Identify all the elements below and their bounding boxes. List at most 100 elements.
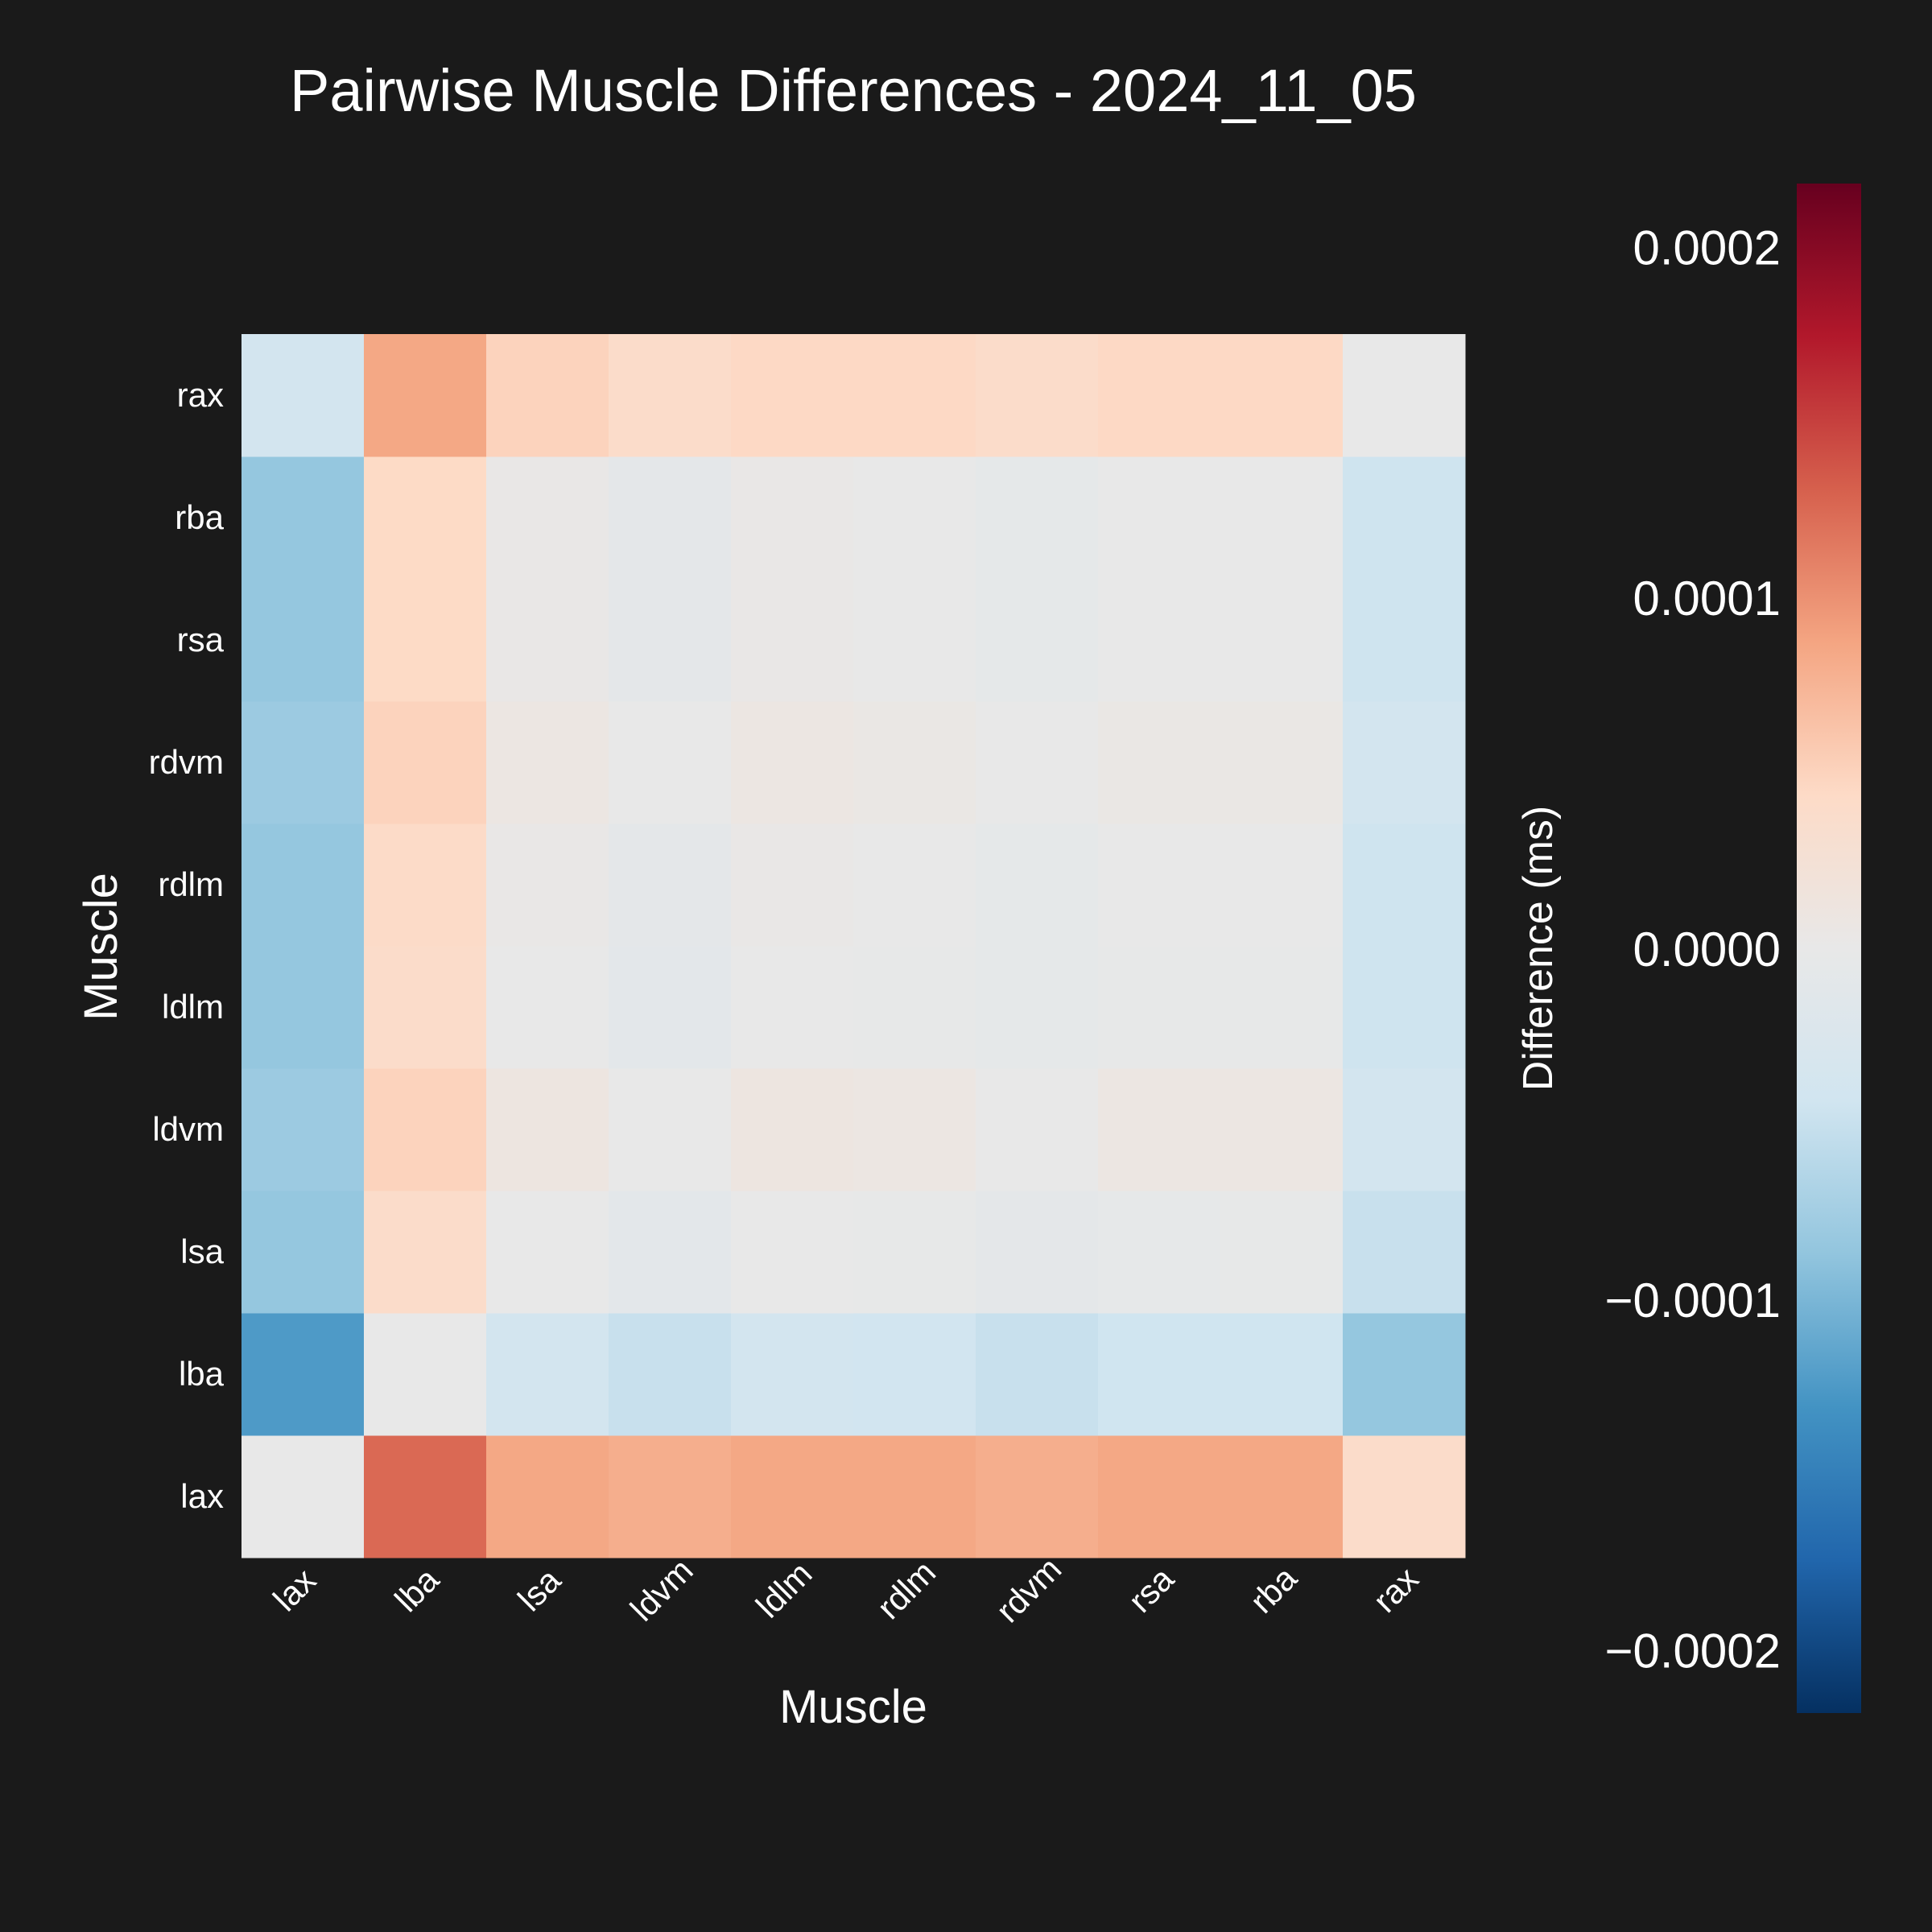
- y-axis-label: Muscle: [75, 873, 127, 1021]
- heatmap-cell-lsa-rba: [1220, 1191, 1344, 1314]
- heatmap-cell-lsa-ldlm: [731, 1191, 854, 1314]
- x-axis-label: Muscle: [779, 1681, 927, 1733]
- x-tick-label-rdvm: rdvm: [989, 1550, 1068, 1629]
- heatmap-cell-lax-ldvm: [609, 1435, 732, 1558]
- heatmap-cell-lax-rdvm: [976, 1435, 1099, 1558]
- heatmap-cell-rdlm-lax: [242, 824, 365, 947]
- heatmap-cell-rdvm-rdvm: [976, 701, 1099, 824]
- y-tick-label-lba: lba: [179, 1355, 225, 1393]
- x-tick-label-rsa: rsa: [1121, 1559, 1181, 1620]
- heatmap-cells: [242, 334, 1466, 1558]
- heatmap-cell-rax-ldvm: [609, 334, 732, 457]
- heatmap-cell-rdlm-lba: [364, 824, 487, 947]
- heatmap-cell-rba-lba: [364, 456, 487, 580]
- heatmap-cell-lax-rsa: [1098, 1435, 1221, 1558]
- colorbar-tick-label: −0.0001: [1604, 1274, 1781, 1327]
- heatmap-cell-rax-rsa: [1098, 334, 1221, 457]
- x-tick-label-ldlm: ldlm: [749, 1554, 819, 1625]
- heatmap-cell-lba-lba: [364, 1313, 487, 1436]
- heatmap-cell-ldlm-lba: [364, 946, 487, 1069]
- heatmap-cell-rba-lsa: [486, 456, 609, 580]
- colorbar-tick-label: 0.0001: [1633, 572, 1781, 625]
- heatmap-cell-lba-rax: [1343, 1313, 1466, 1436]
- heatmap-cell-ldlm-rsa: [1098, 946, 1221, 1069]
- x-tick-label-rdlm: rdlm: [869, 1553, 943, 1626]
- heatmap-cell-lsa-lax: [242, 1191, 365, 1314]
- heatmap-cell-rax-rba: [1220, 334, 1344, 457]
- heatmap-cell-rdvm-ldvm: [609, 701, 732, 824]
- x-tick-label-rba: rba: [1243, 1558, 1305, 1620]
- heatmap-cell-lsa-rax: [1343, 1191, 1466, 1314]
- colorbar: [1797, 184, 1861, 1713]
- heatmap-cell-lba-rba: [1220, 1313, 1344, 1436]
- heatmap-cell-rba-rdvm: [976, 456, 1099, 580]
- heatmap-cell-lax-rdlm: [853, 1435, 976, 1558]
- heatmap-cell-rba-rax: [1343, 456, 1466, 580]
- heatmap-cell-ldvm-rax: [1343, 1068, 1466, 1191]
- heatmap-cell-ldvm-ldvm: [609, 1068, 732, 1191]
- heatmap-cell-rdlm-rba: [1220, 824, 1344, 947]
- heatmap-cell-lax-ldlm: [731, 1435, 854, 1558]
- heatmap-cell-lba-rdlm: [853, 1313, 976, 1436]
- heatmap-cell-ldvm-rdlm: [853, 1068, 976, 1191]
- heatmap-cell-rdlm-rdlm: [853, 824, 976, 947]
- heatmap-cell-rdvm-rdlm: [853, 701, 976, 824]
- heatmap-cell-rdvm-rsa: [1098, 701, 1221, 824]
- heatmap-cell-rsa-lsa: [486, 579, 609, 702]
- heatmap-cell-lax-rba: [1220, 1435, 1344, 1558]
- heatmap-cell-ldlm-ldlm: [731, 946, 854, 1069]
- heatmap-cell-ldlm-lax: [242, 946, 365, 1069]
- heatmap-cell-lba-rsa: [1098, 1313, 1221, 1436]
- heatmap-cell-lba-ldvm: [609, 1313, 732, 1436]
- heatmap-cell-rax-rax: [1343, 334, 1466, 457]
- heatmap-cell-ldlm-rdvm: [976, 946, 1099, 1069]
- heatmap-cell-lsa-lba: [364, 1191, 487, 1314]
- heatmap-cell-ldvm-rdvm: [976, 1068, 1099, 1191]
- y-tick-label-ldlm: ldlm: [162, 988, 224, 1026]
- heatmap-cell-rax-lsa: [486, 334, 609, 457]
- heatmap-cell-ldvm-lba: [364, 1068, 487, 1191]
- heatmap-cell-rax-ldlm: [731, 334, 854, 457]
- heatmap-cell-rba-rdlm: [853, 456, 976, 580]
- heatmap-cell-lsa-rdvm: [976, 1191, 1099, 1314]
- heatmap-cell-lsa-rsa: [1098, 1191, 1221, 1314]
- heatmap-cell-lax-lax: [242, 1435, 365, 1558]
- heatmap-cell-rba-ldlm: [731, 456, 854, 580]
- heatmap-cell-rdlm-rsa: [1098, 824, 1221, 947]
- heatmap-cell-ldlm-lsa: [486, 946, 609, 1069]
- heatmap-cell-lba-lsa: [486, 1313, 609, 1436]
- colorbar-label: Difference (ms): [1515, 806, 1562, 1091]
- heatmap-cell-rsa-rax: [1343, 579, 1466, 702]
- heatmap-cell-rsa-rsa: [1098, 579, 1221, 702]
- heatmap-cell-rdlm-ldvm: [609, 824, 732, 947]
- heatmap-cell-ldlm-ldvm: [609, 946, 732, 1069]
- heatmap-cell-ldvm-lsa: [486, 1068, 609, 1191]
- heatmap-cell-ldvm-lax: [242, 1068, 365, 1191]
- heatmap-cell-rax-rdvm: [976, 334, 1099, 457]
- heatmap-cell-ldvm-rba: [1220, 1068, 1344, 1191]
- heatmap-cell-rsa-rba: [1220, 579, 1344, 702]
- heatmap-cell-rsa-lba: [364, 579, 487, 702]
- heatmap-cell-rdlm-lsa: [486, 824, 609, 947]
- heatmap-cell-lsa-rdlm: [853, 1191, 976, 1314]
- colorbar-tick-label: 0.0002: [1633, 221, 1781, 275]
- heatmap-cell-lax-lsa: [486, 1435, 609, 1558]
- colorbar-tick-labels: 0.0002 0.0001 0.0000 −0.0001 −0.0002: [1604, 221, 1781, 1678]
- heatmap-cell-ldlm-rdlm: [853, 946, 976, 1069]
- heatmap-cell-lax-rax: [1343, 1435, 1466, 1558]
- heatmap-cell-rba-lax: [242, 456, 365, 580]
- heatmap-cell-rdvm-lba: [364, 701, 487, 824]
- heatmap-cell-rax-lba: [364, 334, 487, 457]
- x-tick-label-lax: lax: [266, 1561, 323, 1618]
- heatmap-cell-lax-lba: [364, 1435, 487, 1558]
- heatmap-cell-ldvm-rsa: [1098, 1068, 1221, 1191]
- heatmap-cell-lsa-ldvm: [609, 1191, 732, 1314]
- y-tick-label-lax: lax: [180, 1477, 224, 1515]
- y-tick-label-rsa: rsa: [177, 621, 225, 658]
- heatmap-cell-rdvm-lax: [242, 701, 365, 824]
- heatmap-cell-ldvm-ldlm: [731, 1068, 854, 1191]
- heatmap-cell-rba-rba: [1220, 456, 1344, 580]
- y-tick-label-rax: rax: [177, 376, 224, 414]
